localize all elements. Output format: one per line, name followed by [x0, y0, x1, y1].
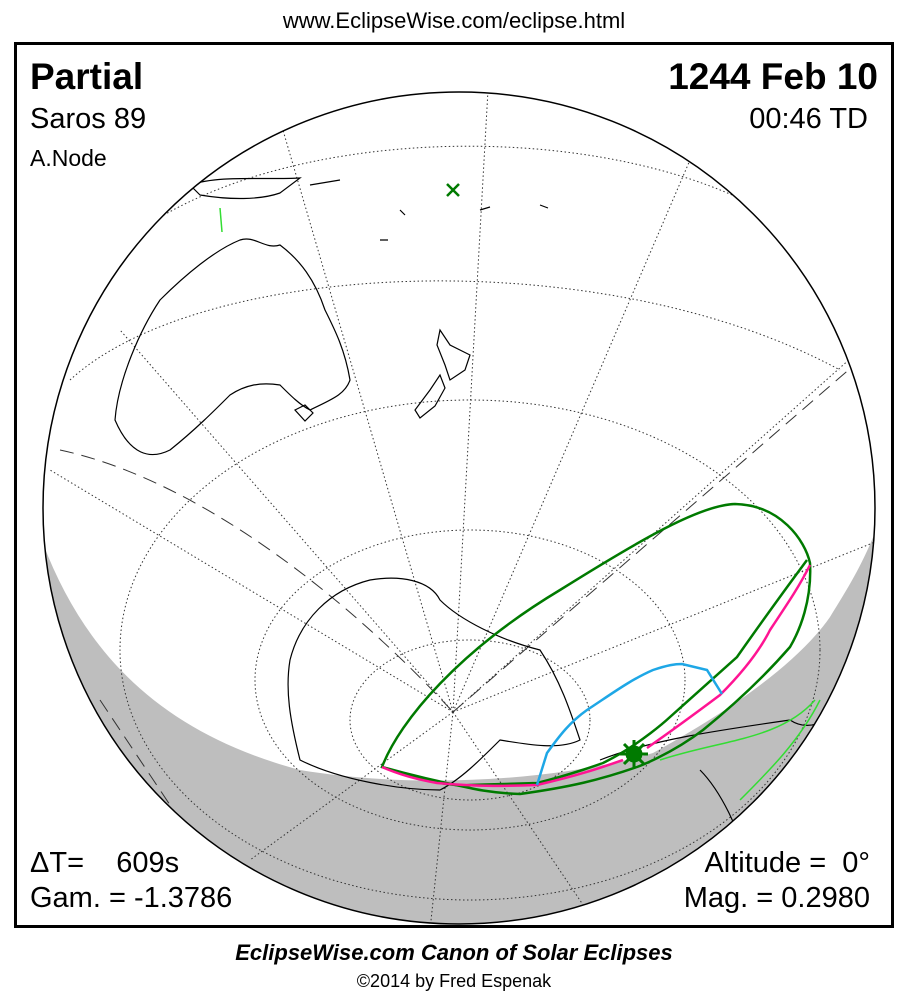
saros-number: Saros 89	[30, 103, 147, 135]
greatest-eclipse-sun-icon	[620, 740, 648, 768]
max-eclipse-horizon-curve	[381, 564, 812, 788]
eclipse-date: 1244 Feb 10	[668, 56, 878, 97]
sun-altitude: Altitude = 0°	[704, 847, 870, 879]
eclipse-time: 00:46 TD	[749, 103, 868, 135]
footer-title: EclipseWise.com Canon of Solar Eclipses	[235, 940, 673, 965]
globe-outline	[42, 91, 876, 925]
night-shadow	[43, 505, 875, 924]
australia	[114, 238, 351, 456]
islands-north	[309, 179, 549, 241]
new-zealand-north	[436, 328, 471, 381]
penumbral-outer-limit	[380, 502, 812, 796]
gamma: Gam. = -1.3786	[30, 882, 233, 914]
antarctica	[287, 577, 581, 791]
delta-t: ΔT= 609s	[30, 847, 180, 879]
magnitude: Mag. = 0.2980	[683, 882, 870, 914]
sunrise-curve	[535, 662, 724, 786]
subsolar-x-icon	[446, 183, 460, 197]
new-zealand-south	[414, 373, 446, 419]
map-frame	[14, 42, 894, 928]
new-guinea	[188, 177, 302, 200]
node-label: A.Node	[30, 145, 107, 171]
copyright: ©2014 by Fred Espenak	[356, 971, 552, 991]
source-url: www.EclipseWise.com/eclipse.html	[282, 8, 626, 33]
tasmania	[294, 404, 314, 422]
eclipse-type: Partial	[30, 56, 144, 97]
